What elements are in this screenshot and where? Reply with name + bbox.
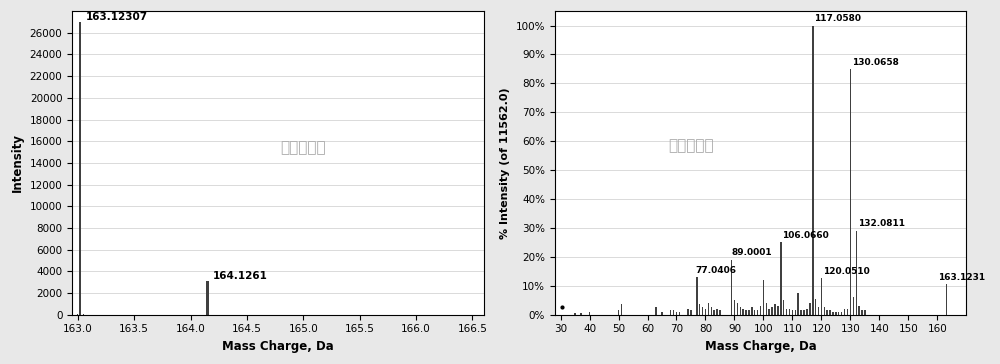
- Text: 89.0001: 89.0001: [732, 248, 772, 257]
- Bar: [856, 231, 857, 314]
- Text: 77.0406: 77.0406: [695, 266, 736, 275]
- Bar: [783, 300, 784, 314]
- Bar: [206, 281, 209, 314]
- Bar: [711, 307, 712, 314]
- Bar: [786, 309, 787, 314]
- Bar: [850, 69, 851, 314]
- Bar: [771, 307, 773, 314]
- Bar: [655, 307, 657, 314]
- Bar: [751, 307, 753, 314]
- Bar: [780, 242, 782, 314]
- Bar: [580, 313, 582, 314]
- Bar: [832, 312, 834, 314]
- Bar: [690, 310, 692, 314]
- Bar: [589, 312, 590, 314]
- Bar: [774, 305, 776, 314]
- Bar: [618, 310, 619, 314]
- Bar: [844, 309, 845, 314]
- Bar: [792, 310, 793, 314]
- Bar: [760, 306, 761, 314]
- Bar: [679, 312, 680, 314]
- Text: 120.0510: 120.0510: [823, 267, 870, 276]
- Bar: [745, 310, 747, 314]
- Bar: [754, 310, 755, 314]
- Bar: [806, 309, 808, 314]
- Bar: [696, 277, 698, 314]
- X-axis label: Mass Charge, Da: Mass Charge, Da: [705, 340, 816, 353]
- Bar: [835, 312, 837, 314]
- Text: 106.0660: 106.0660: [782, 231, 829, 240]
- Bar: [812, 25, 814, 314]
- Bar: [861, 310, 863, 314]
- Bar: [699, 305, 700, 314]
- Bar: [829, 310, 831, 314]
- Text: 二级质谱图: 二级质谱图: [668, 138, 714, 153]
- Bar: [731, 260, 732, 314]
- Bar: [740, 307, 741, 314]
- Bar: [713, 310, 715, 314]
- Bar: [673, 310, 674, 314]
- Bar: [705, 309, 706, 314]
- Bar: [797, 293, 799, 314]
- Text: 163.1231: 163.1231: [938, 273, 985, 282]
- Bar: [821, 278, 822, 314]
- Text: 132.0811: 132.0811: [858, 219, 905, 229]
- Text: 164.1261: 164.1261: [213, 271, 268, 281]
- Y-axis label: Intensity: Intensity: [11, 133, 24, 192]
- Bar: [789, 309, 790, 314]
- Bar: [777, 306, 779, 314]
- Bar: [864, 310, 866, 314]
- Bar: [708, 303, 709, 314]
- Bar: [734, 300, 735, 314]
- Bar: [803, 310, 805, 314]
- Bar: [800, 310, 802, 314]
- Bar: [661, 312, 663, 314]
- Bar: [676, 312, 677, 314]
- Bar: [79, 22, 81, 314]
- Bar: [815, 299, 816, 314]
- Bar: [768, 309, 770, 314]
- Text: 130.0658: 130.0658: [852, 58, 899, 67]
- Text: 163.12307: 163.12307: [86, 12, 148, 22]
- Bar: [719, 310, 721, 314]
- Bar: [858, 306, 860, 314]
- Bar: [670, 310, 671, 314]
- Bar: [757, 310, 758, 314]
- Bar: [737, 303, 738, 314]
- Bar: [766, 303, 767, 314]
- Y-axis label: % Intensity (of 11562.0): % Intensity (of 11562.0): [500, 87, 510, 239]
- Bar: [841, 312, 842, 314]
- Bar: [826, 310, 828, 314]
- Bar: [763, 280, 764, 314]
- Bar: [702, 307, 703, 314]
- Bar: [809, 303, 811, 314]
- Bar: [818, 307, 819, 314]
- Bar: [847, 309, 848, 314]
- Bar: [946, 284, 947, 314]
- Bar: [748, 310, 750, 314]
- Text: 117.0580: 117.0580: [814, 14, 861, 23]
- Bar: [716, 309, 718, 314]
- Bar: [621, 305, 622, 314]
- Bar: [838, 312, 839, 314]
- Bar: [687, 309, 689, 314]
- Bar: [742, 309, 744, 314]
- Bar: [574, 313, 576, 314]
- Bar: [853, 297, 854, 314]
- Bar: [824, 307, 825, 314]
- Text: 一级质谱图: 一级质谱图: [280, 140, 326, 155]
- Bar: [795, 310, 796, 314]
- X-axis label: Mass Charge, Da: Mass Charge, Da: [222, 340, 334, 353]
